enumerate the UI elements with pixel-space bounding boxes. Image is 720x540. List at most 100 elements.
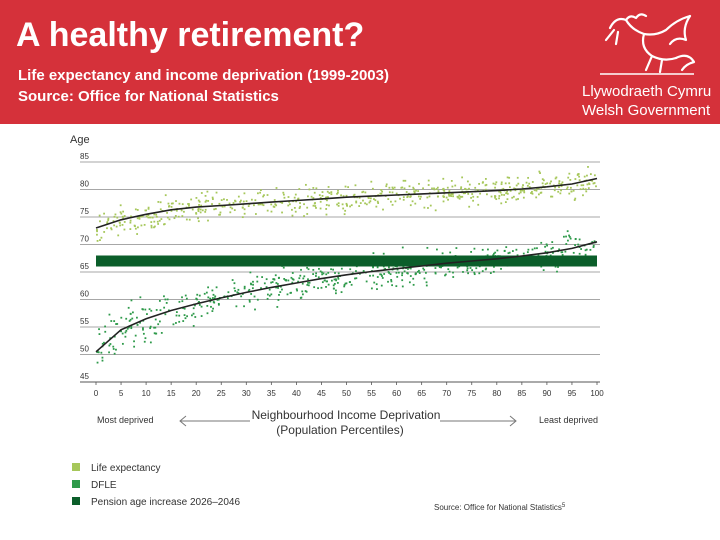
data-point [519,191,522,194]
data-point [277,287,279,289]
data-point [538,170,541,173]
data-point [142,327,144,330]
data-point [506,192,509,195]
data-point [123,228,126,231]
data-point [427,207,429,209]
data-point [419,197,422,200]
data-point [592,244,595,247]
data-point [114,213,117,216]
data-point [325,208,328,210]
data-point [291,278,294,280]
data-point [418,269,420,272]
y-tick-label: 70 [80,235,89,244]
data-point [99,220,101,223]
data-point [150,224,153,227]
data-point [256,298,259,301]
data-point [451,193,454,196]
data-point [125,329,128,332]
data-point [551,241,554,243]
data-point [380,273,383,276]
data-point [457,196,460,199]
data-point [573,199,576,201]
data-point [433,188,436,191]
data-point [243,305,245,308]
data-point [287,279,290,282]
data-point [318,267,320,270]
data-point [526,251,529,254]
data-point [384,267,387,270]
data-point [130,299,133,302]
data-point [257,192,259,195]
data-point [509,189,512,192]
data-point [243,208,246,211]
data-point [542,269,545,272]
data-point [434,267,437,269]
data-point [301,290,304,293]
data-point [494,195,497,198]
data-point [149,341,152,344]
data-point [372,274,375,277]
data-point [417,190,420,192]
data-point [236,291,239,294]
data-point [355,200,358,203]
data-point [188,218,191,221]
data-point [425,281,428,284]
x-right-label: Least deprived [539,415,598,425]
data-point [219,211,222,214]
data-point [362,190,365,193]
data-point [183,210,185,213]
data-point [388,272,390,274]
data-point [165,302,168,304]
data-point [506,190,509,193]
data-point [558,248,561,251]
data-point [234,289,237,292]
data-point [207,219,209,222]
data-point [187,203,189,205]
data-point [274,274,277,277]
data-point [108,313,111,316]
data-point [113,215,116,218]
data-point [592,182,595,185]
data-point [184,317,187,320]
data-point [153,213,156,216]
data-point [174,215,177,217]
data-point [377,202,380,204]
data-point [469,267,472,269]
y-tick-label: 80 [80,180,89,189]
data-point [134,208,137,211]
data-point [412,277,415,280]
data-point [204,200,207,203]
data-point [168,205,170,208]
data-point [101,359,104,362]
data-point [462,192,465,195]
x-tick-label: 15 [167,389,176,398]
data-point [300,268,302,271]
data-point [327,271,330,274]
data-point [517,198,519,200]
data-point [233,282,236,285]
data-point [382,208,384,211]
data-point [237,288,240,291]
data-point [468,187,470,190]
data-point [181,296,183,299]
data-point [119,211,122,214]
data-point [388,186,391,189]
data-point [122,210,125,213]
data-point [550,195,552,198]
data-point [256,280,259,283]
data-point [321,191,324,193]
data-point [219,213,221,216]
data-point [514,189,517,192]
data-point [503,194,506,196]
data-point [156,220,159,223]
data-point [349,205,351,208]
data-point [408,281,411,284]
data-point [115,323,117,325]
data-point [294,193,297,196]
data-point [98,214,101,217]
data-point [145,215,148,218]
data-point [104,325,106,328]
data-point [270,293,273,296]
data-point [98,328,100,331]
data-point [344,282,347,285]
